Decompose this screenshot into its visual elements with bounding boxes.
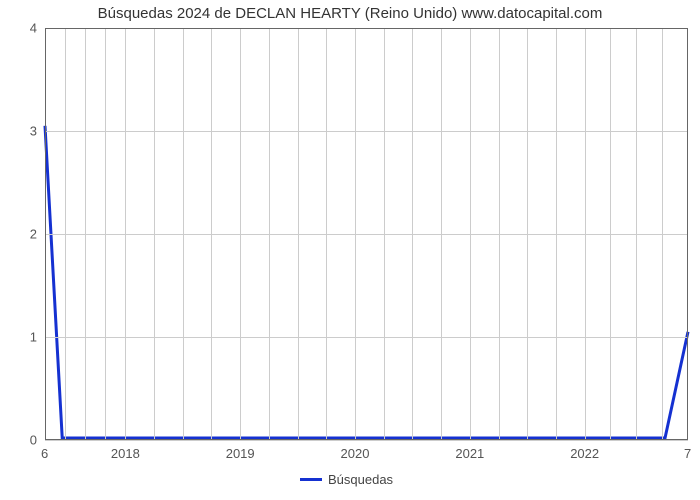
grid-line-vertical (662, 28, 663, 440)
data-series-line (45, 126, 688, 438)
legend-swatch (300, 478, 322, 481)
grid-line-horizontal (45, 131, 688, 132)
grid-line-vertical (355, 28, 356, 440)
grid-line-vertical (384, 28, 385, 440)
axis-border (45, 439, 688, 440)
grid-line-vertical (470, 28, 471, 440)
grid-line-vertical (556, 28, 557, 440)
grid-line-vertical (154, 28, 155, 440)
grid-line-vertical (105, 28, 106, 440)
grid-line-vertical (125, 28, 126, 440)
grid-line-vertical (269, 28, 270, 440)
grid-line-vertical (499, 28, 500, 440)
axis-border (45, 28, 46, 440)
grid-line-vertical (412, 28, 413, 440)
grid-line-vertical (65, 28, 66, 440)
legend: Búsquedas (300, 472, 393, 487)
legend-label: Búsquedas (328, 472, 393, 487)
grid-line-vertical (183, 28, 184, 440)
grid-line-vertical (85, 28, 86, 440)
y-tick-label: 2 (30, 227, 45, 242)
chart-container: Búsquedas 2024 de DECLAN HEARTY (Reino U… (0, 0, 700, 500)
y-tick-label: 1 (30, 330, 45, 345)
plot-area: 012342018201920202021202267 (45, 28, 688, 440)
grid-line-vertical (298, 28, 299, 440)
outside-corner-label: 6 (41, 446, 48, 461)
grid-line-vertical (610, 28, 611, 440)
grid-line-vertical (441, 28, 442, 440)
chart-title: Búsquedas 2024 de DECLAN HEARTY (Reino U… (0, 5, 700, 22)
axis-border (687, 28, 688, 440)
outside-corner-label: 7 (684, 446, 691, 461)
x-tick-label: 2019 (226, 440, 255, 461)
grid-line-vertical (527, 28, 528, 440)
grid-line-vertical (211, 28, 212, 440)
grid-line-horizontal (45, 337, 688, 338)
grid-line-vertical (636, 28, 637, 440)
x-tick-label: 2021 (455, 440, 484, 461)
grid-line-vertical (240, 28, 241, 440)
x-tick-label: 2022 (570, 440, 599, 461)
x-tick-label: 2018 (111, 440, 140, 461)
y-tick-label: 3 (30, 124, 45, 139)
grid-line-vertical (585, 28, 586, 440)
grid-line-horizontal (45, 234, 688, 235)
x-tick-label: 2020 (341, 440, 370, 461)
grid-line-vertical (326, 28, 327, 440)
axis-border (45, 28, 688, 29)
y-tick-label: 4 (30, 21, 45, 36)
